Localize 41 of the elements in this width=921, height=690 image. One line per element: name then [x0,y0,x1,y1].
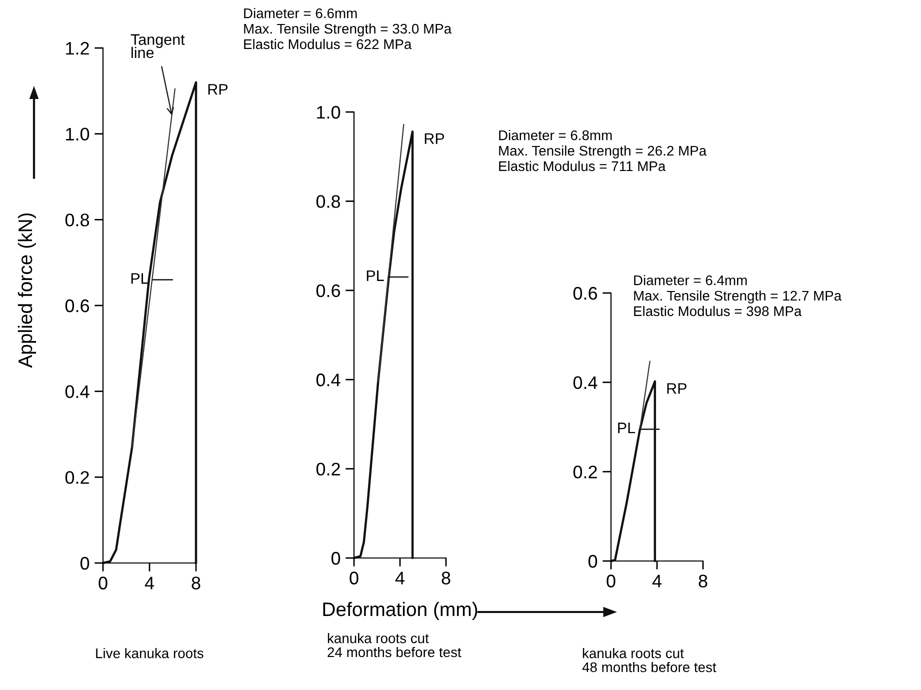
annotation: PL [131,273,148,284]
x-tick-label: 4 [395,572,404,584]
y-tick-label: 0.2 [316,462,340,476]
y-tick-label: 0.6 [65,299,90,312]
text: Live kanuka roots [96,648,204,658]
annotation: RP [667,383,686,394]
x-axis-title: Deformation (mm) [323,602,478,620]
text: kanuka roots cut 24 months before test [328,633,462,658]
annotation: Diameter = 6.4mm Max. Tensile Strength = 12.7 MPa Elastic Modulus = 398 MPa [634,275,842,316]
y-axis-title: Applied force (kN) [18,213,36,368]
x-tick-label: 0 [350,572,358,584]
text: kanuka roots cut 48 months before test [582,648,716,672]
x-tick-label: 4 [652,574,662,588]
y-tick-label: 0.4 [573,376,598,390]
y-tick-label: 0 [80,556,90,570]
x-tick-label: 0 [98,576,108,590]
x-tick-label: 8 [698,574,708,588]
annotation: PL [618,422,636,434]
y-tick-label: 0.2 [65,471,89,484]
x-tick-label: 4 [144,576,154,590]
x-tick-label: 8 [442,572,450,584]
x-tick-label: 8 [192,576,200,590]
y-tick-label: 0.6 [316,284,340,298]
y-tick-label: 1.0 [317,106,340,119]
text: Diameter = 6.6mm Max. Tensile Strength = 33.0 MPa Elastic Modulus = 622 MPa [244,8,452,50]
y-tick-label: 0.8 [316,195,340,208]
y-tick-label: 1.0 [66,128,90,141]
y-tick-label: 1.2 [66,42,89,55]
y-tick-label: 0.2 [573,466,597,478]
y-tick-label: 0 [331,552,340,565]
annotation: RP [424,133,444,144]
annotation: RP [208,84,228,95]
y-tick-label: 0.4 [65,385,90,398]
y-tick-label: 0.4 [316,374,340,386]
x-tick-label: 0 [606,574,616,588]
text: Diameter = 6.8mm Max. Tensile Strength = 26.2 MPa Elastic Modulus = 711 MPa [499,130,707,172]
y-tick-label: 0 [588,554,598,568]
annotation: Tangent line [130,34,185,58]
annotation: PL [366,270,384,281]
y-tick-label: 0.6 [573,286,598,300]
y-tick-label: 0.8 [65,214,90,226]
